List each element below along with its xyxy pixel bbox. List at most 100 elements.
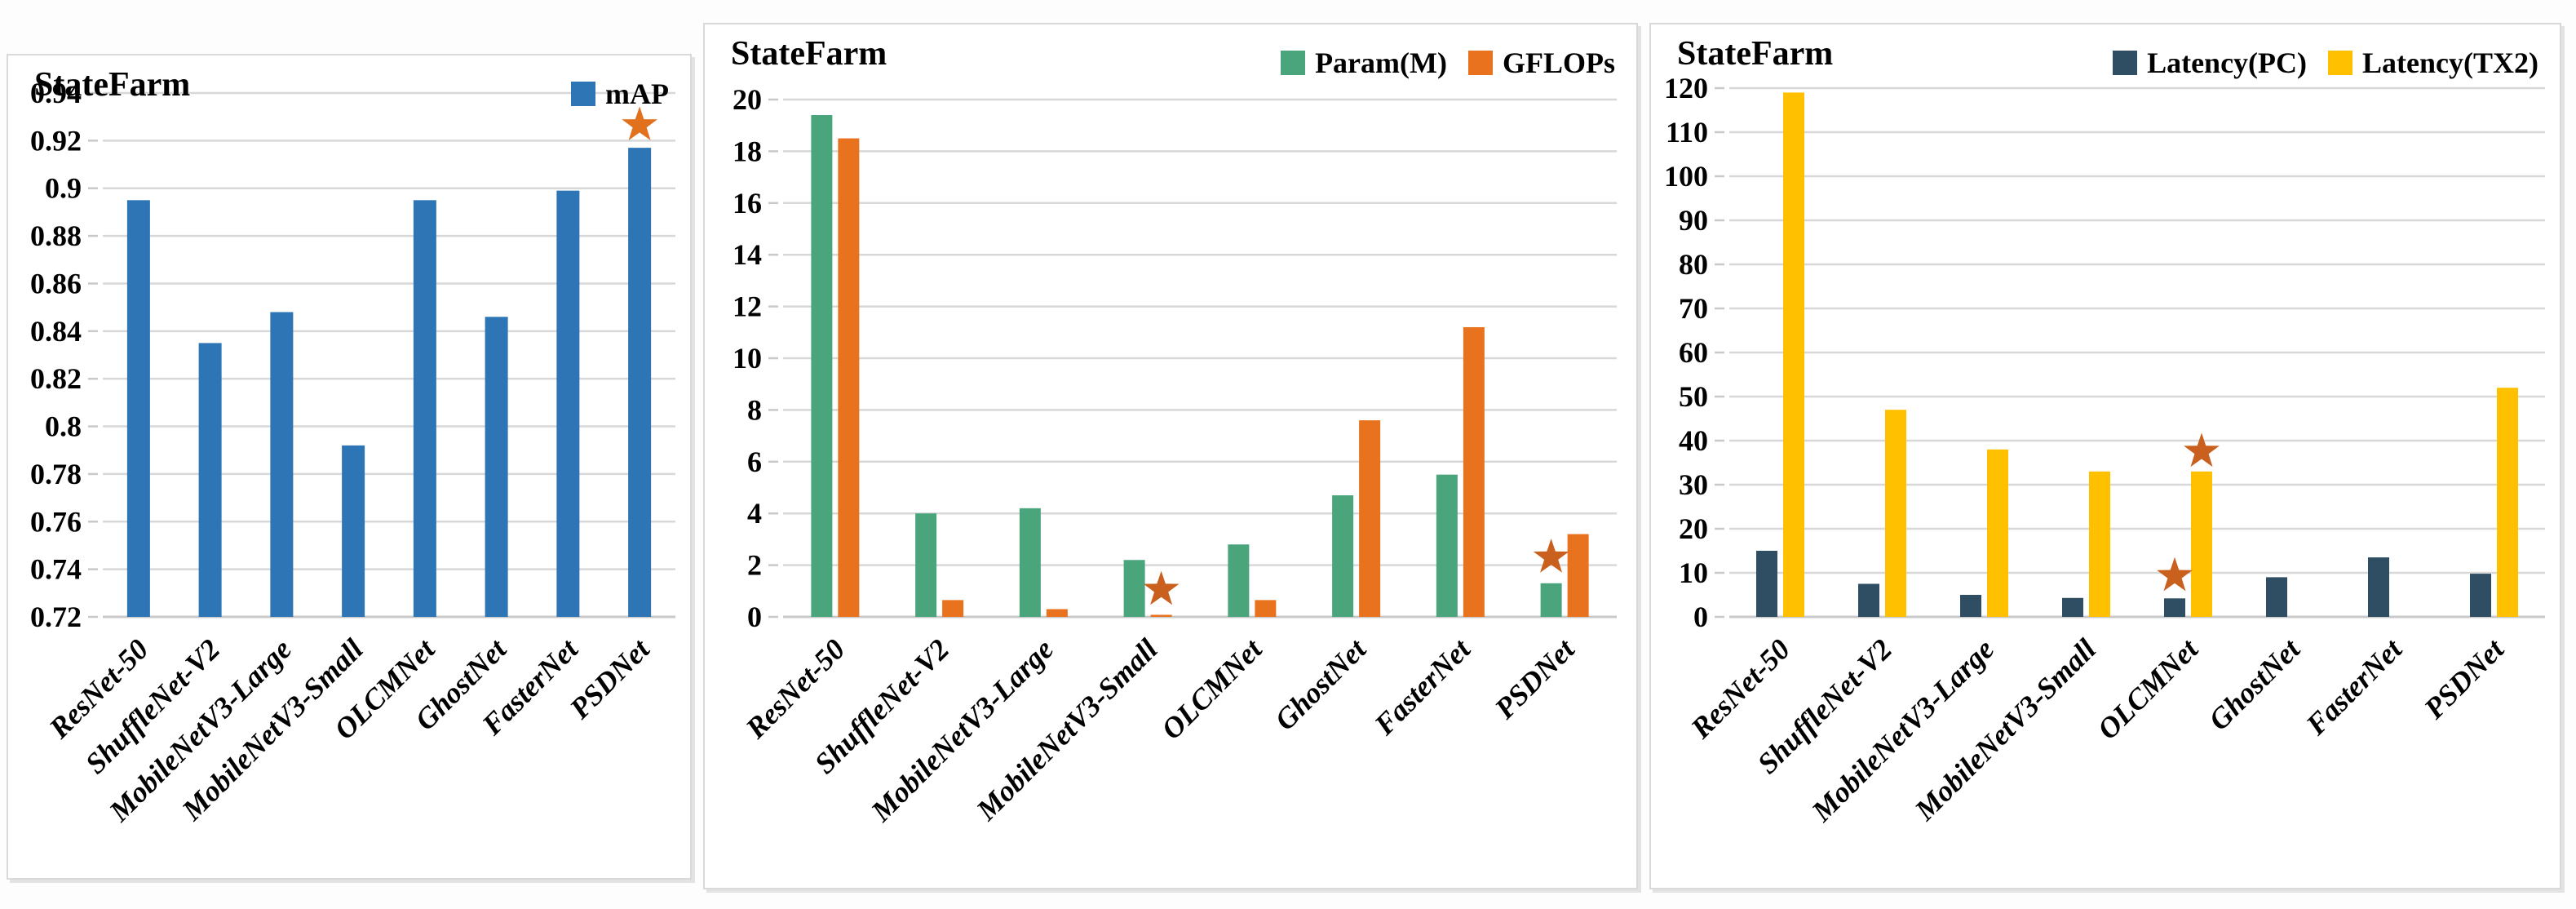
bar-mAP-ShuffleNet-V2 xyxy=(198,343,222,617)
bar-GFLOPs-PSDNet xyxy=(1567,534,1589,617)
y-tick-label: 0.92 xyxy=(30,124,82,157)
y-tick-label: 90 xyxy=(1679,204,1708,237)
y-tick-label: 18 xyxy=(733,135,762,167)
y-tick-label: 80 xyxy=(1679,248,1708,281)
y-tick-label: 0.76 xyxy=(30,505,82,538)
x-axis-label-MobileNetV3-Small: MobileNetV3-Small xyxy=(969,632,1163,827)
y-tick-label: 20 xyxy=(733,83,762,116)
bar-mAP-PSDNet xyxy=(628,148,652,618)
y-tick-label: 12 xyxy=(733,290,762,323)
x-axis-label-PSDNet: PSDNet xyxy=(2417,632,2511,726)
bar-Latency(PC)-ResNet-50 xyxy=(1756,551,1777,617)
y-tick-label: 70 xyxy=(1679,292,1708,325)
y-tick-label: 0.72 xyxy=(30,601,82,633)
bar-GFLOPs-ShuffleNet-V2 xyxy=(942,600,964,617)
bar-GFLOPs-OLCMNet xyxy=(1255,600,1277,617)
latency-bar-chart: 1201101009080706050403020100ResNet-50Shu… xyxy=(1664,72,2545,828)
y-tick-label: 0.9 xyxy=(45,172,82,205)
bar-Latency(PC)-MobileNetV3-Small xyxy=(2062,597,2083,617)
x-axis-label-PSDNet: PSDNet xyxy=(563,632,657,726)
bar-Latency(TX2)-MobileNetV3-Large xyxy=(1987,449,2008,617)
bar-Latency(PC)-GhostNet xyxy=(2266,577,2287,617)
x-axis-label-PSDNet: PSDNet xyxy=(1488,632,1582,726)
bar-Latency(TX2)-PSDNet xyxy=(2497,388,2518,617)
y-tick-label: 4 xyxy=(747,497,762,530)
x-axis-label-FasterNet: FasterNet xyxy=(2299,632,2409,742)
y-tick-label: 60 xyxy=(1679,336,1708,369)
y-tick-label: 0.8 xyxy=(45,410,82,443)
y-tick-label: 110 xyxy=(1666,116,1708,149)
param-gflops-bar-chart: 20181614121086420ResNet-50ShuffleNet-V2M… xyxy=(733,83,1617,828)
bar-Param(M)-ResNet-50 xyxy=(811,115,833,617)
star-marker-PSDNet xyxy=(1533,539,1569,573)
y-tick-label: 0 xyxy=(1693,601,1708,633)
x-axis-label-GhostNet: GhostNet xyxy=(2202,632,2307,737)
y-tick-label: 0.78 xyxy=(30,458,82,490)
star-marker-OLCMNet xyxy=(2184,432,2220,468)
y-tick-label: 0.84 xyxy=(30,315,82,348)
bar-Param(M)-ShuffleNet-V2 xyxy=(915,513,937,617)
y-tick-label: 0.86 xyxy=(30,267,82,299)
bar-Latency(PC)-MobileNetV3-Large xyxy=(1960,595,1981,617)
chart-panel-map: 0.94 0.92 0.9 0.88 0.86 0.84 0.82 0.8 0.78 0.76 0.… xyxy=(7,54,692,880)
bar-Latency(PC)-ShuffleNet-V2 xyxy=(1858,583,1879,617)
y-tick-label: 50 xyxy=(1679,380,1708,413)
y-tick-label: 14 xyxy=(733,238,762,271)
y-tick-label: 0.88 xyxy=(30,219,82,252)
y-tick-label: 10 xyxy=(733,342,762,375)
map-bar-chart: 0.94 0.92 0.9 0.88 0.86 0.84 0.82 0.8 0.78 0.76 0.… xyxy=(30,77,675,828)
y-tick-label: 30 xyxy=(1679,468,1708,501)
y-tick-label: 0 xyxy=(747,601,762,633)
bar-Latency(PC)-FasterNet xyxy=(2368,557,2389,617)
y-tick-label: 120 xyxy=(1664,72,1708,104)
bar-mAP-MobileNetV3-Large xyxy=(270,312,294,617)
bar-Param(M)-OLCMNet xyxy=(1228,544,1250,617)
x-axis-label-GhostNet: GhostNet xyxy=(1268,632,1373,737)
bar-Latency(TX2)-OLCMNet xyxy=(2191,471,2212,617)
bar-Param(M)-MobileNetV3-Small xyxy=(1123,560,1145,617)
x-axis-label-MobileNetV3-Small: MobileNetV3-Small xyxy=(1908,632,2102,827)
y-tick-label: 10 xyxy=(1679,556,1708,589)
bar-Param(M)-GhostNet xyxy=(1332,495,1354,617)
y-tick-label: 40 xyxy=(1679,424,1708,457)
x-axis-label-FasterNet: FasterNet xyxy=(1367,632,1476,742)
y-tick-label: 0.82 xyxy=(30,362,82,395)
bar-GFLOPs-MobileNetV3-Small xyxy=(1150,614,1172,617)
y-tick-label: 20 xyxy=(1679,512,1708,545)
bar-Latency(PC)-PSDNet xyxy=(2470,574,2491,617)
y-tick-label: 100 xyxy=(1664,160,1708,193)
star-marker-MobileNetV3-Small xyxy=(1143,570,1180,605)
bar-mAP-MobileNetV3-Small xyxy=(342,445,365,617)
bar-GFLOPs-FasterNet xyxy=(1463,326,1485,617)
chart-panel-param-gflops: 20 18 16 14 12 10 8 6 4 2 0 ResNet-50 ShuffleNet-V2 M… xyxy=(703,23,1638,889)
y-tick-label: 2 xyxy=(747,549,762,582)
bar-Param(M)-FasterNet xyxy=(1436,474,1458,617)
star-marker-PSDNet xyxy=(622,106,657,140)
y-tick-label: 16 xyxy=(733,187,762,219)
x-axis-label-ResNet-50: ResNet-50 xyxy=(739,632,852,745)
bar-GFLOPs-MobileNetV3-Large xyxy=(1046,609,1068,617)
star-marker-OLCMNet xyxy=(2157,556,2193,592)
bar-Latency(PC)-OLCMNet xyxy=(2164,598,2185,617)
bar-mAP-ResNet-50 xyxy=(126,200,150,617)
x-axis-label-OLCMNet: OLCMNet xyxy=(1155,632,1268,746)
bar-mAP-GhostNet xyxy=(485,317,508,617)
bar-Param(M)-PSDNet xyxy=(1540,583,1562,617)
bar-Param(M)-MobileNetV3-Large xyxy=(1019,508,1041,617)
y-tick-label: 6 xyxy=(747,446,762,478)
bar-Latency(TX2)-MobileNetV3-Small xyxy=(2089,471,2110,617)
x-axis-label-MobileNetV3-Large: MobileNetV3-Large xyxy=(864,632,1060,828)
bar-GFLOPs-GhostNet xyxy=(1359,420,1381,617)
y-tick-label: 0.94 xyxy=(30,77,82,109)
bar-mAP-OLCMNet xyxy=(413,200,436,617)
bar-Latency(TX2)-ResNet-50 xyxy=(1783,92,1804,617)
y-tick-label: 0.74 xyxy=(30,553,82,586)
x-axis-label-OLCMNet: OLCMNet xyxy=(2091,632,2205,746)
bar-Latency(TX2)-ShuffleNet-V2 xyxy=(1885,410,1906,617)
bar-GFLOPs-ResNet-50 xyxy=(838,138,860,618)
x-axis-label-MobileNetV3-Large: MobileNetV3-Large xyxy=(1804,632,2000,828)
y-tick-label: 8 xyxy=(747,393,762,426)
bar-mAP-FasterNet xyxy=(556,190,580,618)
chart-panel-latency: 120 110 100 90 80 70 60 50 40 30 20 10 0 ResNet-50 Shu… xyxy=(1649,23,2561,889)
